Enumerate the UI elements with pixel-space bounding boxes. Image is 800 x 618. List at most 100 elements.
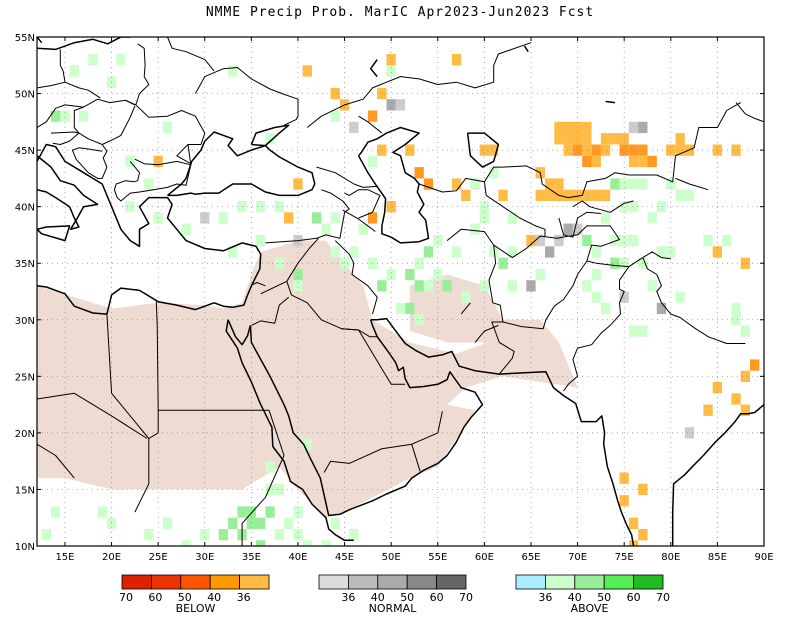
prob-cell-above_40: [377, 280, 387, 292]
coastline: [37, 37, 43, 44]
prob-cell-below_40: [414, 167, 424, 179]
prob-cell-below_36: [582, 133, 592, 145]
prob-cell-above_36: [675, 189, 685, 202]
prob-cell-above_36: [470, 223, 480, 235]
prob-cell-below_36: [600, 144, 611, 156]
prob-cell-above_36: [181, 223, 191, 235]
legend-swatch-below: [121, 574, 152, 590]
prob-cell-normal_40: [545, 246, 555, 258]
prob-cell-below_36: [675, 144, 685, 156]
prob-cell-above_36: [386, 268, 396, 281]
coastline: [37, 37, 131, 51]
lon-tick-label: 20E: [102, 552, 121, 563]
prob-cell-normal_36: [349, 121, 359, 134]
legend-label-normal: 60: [430, 591, 444, 604]
prob-cell-below_36: [498, 189, 508, 202]
prob-cell-below_36: [293, 178, 303, 190]
prob-cell-above_36: [144, 178, 154, 190]
prob-cell-above_36: [293, 280, 303, 292]
country-border: [563, 266, 630, 392]
prob-cell-below_40: [591, 144, 601, 156]
prob-cell-below_40: [367, 110, 378, 122]
prob-cell-below_36: [284, 212, 294, 224]
prob-cell-above_36: [591, 291, 601, 303]
prob-cell-above_36: [88, 54, 98, 66]
country-border: [252, 282, 266, 287]
lat-tick-label: 30N: [15, 316, 35, 327]
legend-label-normal: 70: [459, 591, 473, 604]
prob-cell-below_36: [582, 189, 592, 202]
prob-cell-above_36: [228, 246, 238, 258]
lat-tick-label: 10N: [15, 542, 35, 553]
prob-cell-above_36: [218, 212, 229, 224]
prob-cell-below_40: [619, 144, 629, 156]
prob-cell-above_36: [731, 302, 741, 315]
prob-cell-above_36: [78, 110, 89, 122]
lon-tick-label: 60E: [475, 552, 494, 563]
prob-cell-above_36: [41, 529, 52, 541]
country-border: [73, 98, 136, 145]
prob-cell-below_36: [563, 189, 573, 202]
legend-label-above: 40: [568, 591, 582, 604]
country-border: [134, 432, 159, 513]
prob-cell-above_36: [256, 201, 266, 213]
prob-cell-below_36: [666, 144, 676, 156]
prob-cell-above_36: [582, 280, 592, 292]
country-border: [316, 166, 379, 188]
lon-tick-label: 90E: [754, 552, 773, 563]
prob-cell-above_36: [181, 540, 191, 546]
prob-cell-below_36: [377, 144, 387, 156]
prob-cell-above_36: [414, 257, 424, 269]
prob-cell-above_36: [265, 483, 275, 496]
prob-cell-above_36: [489, 167, 499, 179]
prob-cell-above_36: [731, 314, 741, 326]
prob-cell-above_40: [414, 280, 424, 292]
prob-cell-above_36: [125, 201, 135, 213]
legend-swatch-below: [209, 574, 240, 590]
prob-cell-below_36: [582, 144, 592, 156]
country-border: [460, 302, 471, 315]
prob-cell-above_36: [489, 246, 499, 258]
coastline: [466, 132, 500, 168]
country-border: [493, 225, 620, 330]
country-border: [306, 42, 532, 128]
prob-cell-above_36: [51, 506, 61, 518]
prob-cell-below_36: [330, 87, 340, 100]
prob-cell-above_36: [507, 212, 518, 224]
prob-cell-below_36: [591, 189, 601, 202]
prob-cell-above_36: [265, 133, 275, 145]
prob-cell-normal_40: [656, 302, 667, 315]
coastline: [605, 100, 615, 104]
legend-label-below: 50: [178, 591, 192, 604]
country-border: [37, 443, 75, 479]
coastline: [370, 317, 635, 546]
prob-cell-above_36: [666, 178, 676, 190]
prob-cell-above_36: [647, 212, 657, 224]
legend-swatch-above: [603, 574, 635, 590]
map-title: NMME Precip Prob. MarIC Apr2023-Jun2023 …: [205, 5, 595, 20]
country-border: [446, 228, 515, 375]
legend-swatch-above: [515, 574, 546, 590]
legend-label-above: 60: [627, 591, 641, 604]
country-border: [167, 37, 215, 72]
country-border: [642, 251, 671, 260]
prob-cell-normal_40: [386, 99, 396, 111]
prob-cell-above_36: [162, 517, 173, 530]
prob-cell-above_40: [256, 517, 266, 530]
prob-cell-above_36: [349, 246, 359, 258]
dry-mask-north-africa: [37, 240, 578, 518]
coastline: [225, 319, 354, 542]
prob-cell-below_36: [554, 121, 564, 134]
prob-cell-below_36: [545, 178, 555, 190]
coastline: [37, 155, 99, 231]
prob-cell-below_40: [628, 144, 639, 156]
prob-cell-above_36: [479, 201, 490, 213]
prob-cell-above_36: [330, 110, 340, 122]
prob-cell-below_36: [703, 404, 713, 416]
prob-cell-above_36: [256, 234, 266, 247]
legend-normal: 36 40 50 60 70 NORMAL: [318, 574, 473, 615]
prob-cell-above_36: [339, 257, 350, 269]
prob-cell-below_40: [750, 359, 760, 371]
prob-cell-normal_36: [395, 99, 406, 111]
lat-tick-label: 55N: [15, 33, 35, 44]
